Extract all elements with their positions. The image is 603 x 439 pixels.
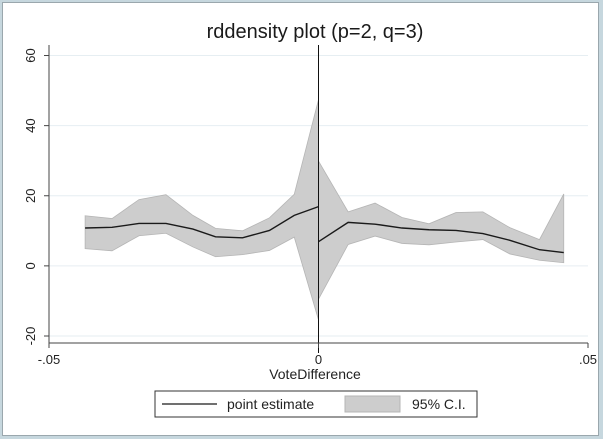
point-estimate-segment-right [318, 221, 564, 254]
tick-labels: -20 0 20 40 60 -.05 0 .05 [23, 48, 597, 367]
chart-window: rddensity plot (p=2, q=3) -20 0 20 40 60 -.05… [2, 2, 599, 436]
ci-band-segment-left [84, 99, 319, 320]
confidence-band [84, 99, 565, 320]
chart-title: rddensity plot (p=2, q=3) [207, 21, 424, 43]
rddensity-chart: rddensity plot (p=2, q=3) -20 0 20 40 60 -.05… [23, 21, 597, 418]
axes [44, 45, 589, 348]
x-axis-title: VoteDifference [269, 366, 361, 382]
y-tick-label-4: 60 [23, 48, 38, 62]
point-estimate-segment-left [85, 205, 319, 239]
y-tick-label-2: 20 [23, 189, 38, 203]
y-tick-label-1: 0 [23, 262, 38, 269]
legend-point-estimate-label: point estimate [227, 396, 314, 412]
y-tick-label-3: 40 [23, 118, 38, 132]
x-tick-label-1: 0 [315, 352, 322, 367]
y-tick-label-0: -20 [23, 327, 38, 346]
legend-ci-swatch [344, 395, 401, 413]
legend: point estimate 95% C.I. [154, 390, 478, 418]
x-tick-label-0: -.05 [38, 352, 60, 367]
legend-ci-label: 95% C.I. [412, 396, 466, 412]
x-tick-label-2: .05 [579, 352, 597, 367]
